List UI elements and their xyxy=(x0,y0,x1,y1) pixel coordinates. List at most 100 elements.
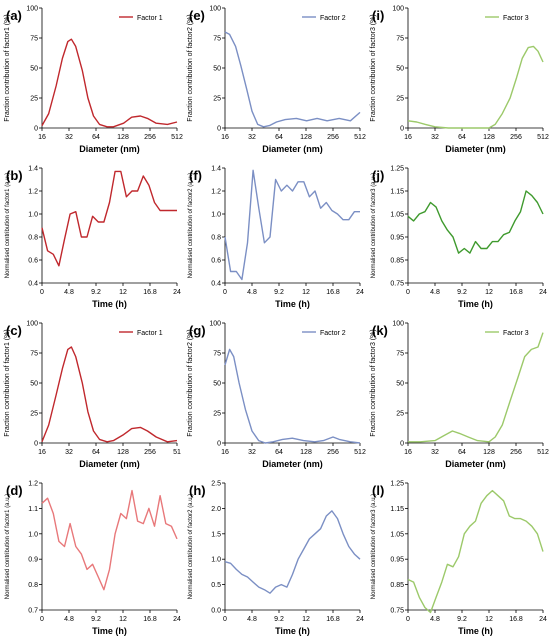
x-tick-label: 12 xyxy=(485,616,493,623)
legend-label: Factor 2 xyxy=(320,15,346,22)
y-tick-label: 1.05 xyxy=(390,531,404,538)
y-axis-label: Fraction contribution of factor1 (%) xyxy=(4,329,11,436)
x-tick-label: 64 xyxy=(92,449,100,456)
panel-label: (k) xyxy=(372,323,388,338)
series-line xyxy=(41,489,178,591)
y-tick-label: 0.8 xyxy=(28,235,38,242)
y-tick-label: 0.0 xyxy=(211,608,221,615)
y-axis-label: Normalised contribution of factor1 (a.u.… xyxy=(5,494,11,599)
x-tick-label: 512 xyxy=(354,134,366,141)
y-tick-label: 0.8 xyxy=(211,235,221,242)
y-tick-label: 75 xyxy=(396,36,404,43)
chart-panel: 16 32 64 128 256 512 0 25 50 75 100 Diameter (nm) Fr… xyxy=(4,6,183,155)
y-tick-label: 75 xyxy=(213,351,221,358)
y-tick-label: 1.0 xyxy=(28,212,38,219)
y-tick-label: 0 xyxy=(400,441,404,448)
y-tick-label: 1.5 xyxy=(211,531,221,538)
y-tick-label: 75 xyxy=(30,351,38,358)
x-tick-label: 24 xyxy=(173,289,181,296)
x-tick-label: 32 xyxy=(431,449,439,456)
y-tick-label: 50 xyxy=(396,66,404,73)
x-tick-label: 9.2 xyxy=(274,616,284,623)
y-tick-label: 0 xyxy=(34,126,38,133)
x-tick-label: 128 xyxy=(300,134,312,141)
series-line xyxy=(224,510,361,594)
x-tick-label: 16.8 xyxy=(143,616,157,623)
y-tick-label: 1.2 xyxy=(28,481,38,488)
x-tick-label: 4.8 xyxy=(430,289,440,296)
panel-label: (h) xyxy=(189,483,206,498)
y-axis-label: Normalised contribution of factor2 (a.u.… xyxy=(188,494,194,599)
chart-panel: 16 32 64 128 256 512 0 25 50 75 100 Diameter (nm) Fr… xyxy=(187,321,366,470)
y-tick-label: 1.05 xyxy=(390,212,404,219)
x-tick-label: 64 xyxy=(275,449,283,456)
x-tick-label: 0 xyxy=(223,289,227,296)
x-tick-label: 32 xyxy=(65,449,73,456)
series-line xyxy=(407,190,544,254)
x-tick-label: 12 xyxy=(119,616,127,623)
x-tick-label: 0 xyxy=(406,289,410,296)
panel-label: (j) xyxy=(372,168,384,183)
x-tick-label: 24 xyxy=(356,289,364,296)
x-tick-label: 0 xyxy=(40,616,44,623)
series-line xyxy=(224,31,361,128)
x-tick-label: 256 xyxy=(144,449,156,456)
x-tick-label: 4.8 xyxy=(64,616,74,623)
x-tick-label: 256 xyxy=(327,449,339,456)
x-axis-label: Diameter (nm) xyxy=(79,144,140,154)
y-tick-label: 0 xyxy=(400,126,404,133)
x-tick-label: 24 xyxy=(539,616,547,623)
y-tick-label: 25 xyxy=(213,411,221,418)
x-tick-label: 9.2 xyxy=(457,616,467,623)
y-tick-label: 0 xyxy=(217,441,221,448)
x-tick-label: 9.2 xyxy=(91,289,101,296)
y-tick-label: 25 xyxy=(30,411,38,418)
chart-panel: 0 4.8 9.2 12 16.8 24 0.4 0.6 0.8 1.0 1.2 1.4 Time (h… xyxy=(5,166,181,310)
y-tick-label: 75 xyxy=(30,36,38,43)
chart-panel: 16 32 64 128 256 512 0 25 50 75 100 Diameter (nm) Fr… xyxy=(187,6,366,155)
y-tick-label: 50 xyxy=(213,381,221,388)
x-axis-label: Time (h) xyxy=(92,299,127,309)
series-line xyxy=(41,38,178,128)
x-tick-label: 0 xyxy=(406,616,410,623)
y-tick-label: 0.4 xyxy=(211,281,221,288)
series-line xyxy=(41,170,177,267)
y-tick-label: 75 xyxy=(396,351,404,358)
y-tick-label: 100 xyxy=(392,6,404,13)
x-tick-label: 512 xyxy=(171,134,183,141)
y-tick-label: 0.6 xyxy=(28,258,38,265)
legend-label: Factor 3 xyxy=(503,15,529,22)
y-axis-label: Normalised contribution of factor1 (a.u.… xyxy=(5,173,11,278)
x-tick-label: 9.2 xyxy=(274,289,284,296)
chart-panel: 0 4.8 9.2 12 16.8 24 0.0 0.5 1.0 1.5 2.0 2.5 Time (h… xyxy=(188,481,364,637)
series-line xyxy=(408,332,544,443)
y-tick-label: 0.7 xyxy=(28,608,38,615)
y-axis-label: Fraction contribution of factor2 (%) xyxy=(187,14,194,121)
legend-label: Factor 1 xyxy=(137,330,163,337)
x-tick-label: 256 xyxy=(327,134,339,141)
x-tick-label: 9.2 xyxy=(91,616,101,623)
x-tick-label: 512 xyxy=(354,449,366,456)
x-tick-label: 24 xyxy=(539,289,547,296)
y-tick-label: 0 xyxy=(217,126,221,133)
y-tick-label: 2.5 xyxy=(211,481,221,488)
x-tick-label: 16.8 xyxy=(509,616,523,623)
chart-panel: 0 4.8 9.2 12 16.8 24 0.75 0.85 0.95 1.05 1.15 1.25 T… xyxy=(371,481,547,637)
x-tick-label: 16.8 xyxy=(326,289,340,296)
x-tick-label: 512 xyxy=(537,449,549,456)
x-tick-label: 9.2 xyxy=(457,289,467,296)
x-tick-label: 16 xyxy=(221,449,229,456)
y-tick-label: 1.25 xyxy=(390,481,404,488)
x-tick-label: 51 xyxy=(173,449,181,456)
y-tick-label: 1.15 xyxy=(390,506,404,513)
y-tick-label: 1.2 xyxy=(28,189,38,196)
y-tick-label: 0.8 xyxy=(28,582,38,589)
panel-label: (g) xyxy=(189,323,206,338)
x-tick-label: 128 xyxy=(300,449,312,456)
x-tick-label: 16.8 xyxy=(509,289,523,296)
x-tick-label: 256 xyxy=(144,134,156,141)
x-tick-label: 256 xyxy=(510,134,522,141)
panel-label: (i) xyxy=(372,8,384,23)
x-tick-label: 12 xyxy=(119,289,127,296)
